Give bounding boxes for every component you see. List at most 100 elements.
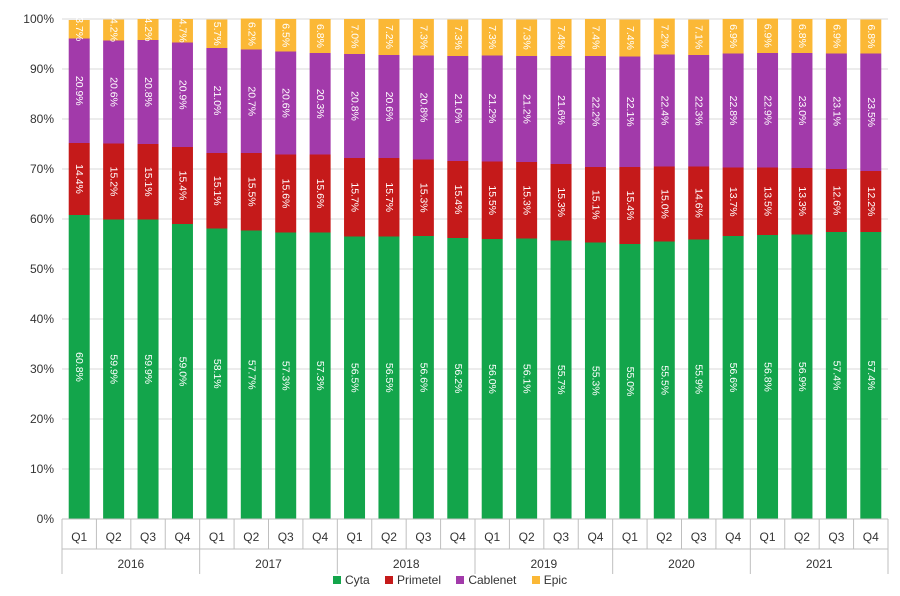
bar-segment-primetel bbox=[584, 167, 606, 243]
bar-segment-epic bbox=[309, 19, 331, 53]
data-label: 20.7% bbox=[245, 86, 257, 116]
data-label: 15.6% bbox=[314, 179, 326, 209]
bar-segment-cablenet bbox=[447, 56, 469, 161]
data-label: 58.1% bbox=[211, 359, 223, 389]
bar-segment-cablenet bbox=[757, 53, 779, 168]
bar-segment-epic bbox=[860, 19, 882, 54]
bar-segment-epic bbox=[344, 19, 366, 54]
bar-segment-primetel bbox=[447, 161, 469, 238]
data-label: 20.6% bbox=[108, 77, 120, 107]
x-tick-label: Q3 bbox=[140, 530, 156, 544]
legend-label-cyta: Cyta bbox=[344, 573, 370, 587]
data-label: 6.9% bbox=[830, 24, 842, 48]
data-label: 15.3% bbox=[521, 185, 533, 215]
x-tick-label: Q3 bbox=[553, 530, 569, 544]
data-label: 56.1% bbox=[521, 364, 533, 394]
bar-segment-epic bbox=[550, 19, 572, 56]
bar-segment-cyta bbox=[584, 242, 606, 519]
x-tick-label: Q1 bbox=[484, 530, 500, 544]
data-label: 55.9% bbox=[693, 364, 705, 394]
bar-segment-primetel bbox=[412, 159, 434, 236]
bar-segment-epic bbox=[516, 19, 538, 56]
y-tick-label: 90% bbox=[30, 62, 54, 76]
bar-segment-cyta bbox=[825, 232, 847, 519]
x-tick-label: Q2 bbox=[794, 530, 810, 544]
bar-segment-cablenet bbox=[378, 55, 400, 158]
bar-segment-primetel bbox=[137, 144, 159, 220]
legend-item-cablenet: Cablenet bbox=[456, 573, 516, 587]
data-label: 15.2% bbox=[108, 167, 120, 197]
x-tick-label: Q4 bbox=[312, 530, 328, 544]
bar-segment-cyta bbox=[516, 238, 538, 519]
bar-segment-epic bbox=[206, 19, 228, 48]
legend-item-cyta: Cyta bbox=[332, 573, 370, 587]
bar-segment-primetel bbox=[688, 166, 710, 240]
bar-segment-cablenet bbox=[516, 56, 538, 162]
bar-segment-primetel bbox=[825, 169, 847, 232]
data-label: 23.1% bbox=[830, 96, 842, 126]
legend-swatch-cablenet bbox=[456, 576, 465, 584]
bar-segment-cyta bbox=[653, 241, 675, 519]
bar-segment-primetel bbox=[309, 154, 331, 233]
bar-segment-primetel bbox=[378, 158, 400, 237]
data-label: 5.7% bbox=[211, 22, 223, 46]
data-label: 59.9% bbox=[142, 354, 154, 384]
bar-segment-cyta bbox=[757, 235, 779, 519]
bar-segment-cyta bbox=[68, 215, 90, 519]
y-tick-label: 60% bbox=[30, 212, 54, 226]
bar-segment-epic bbox=[412, 19, 434, 56]
data-label: 7.4% bbox=[555, 26, 567, 50]
bar-segment-primetel bbox=[757, 167, 779, 235]
x-tick-label: Q1 bbox=[347, 530, 363, 544]
x-group-label: 2016 bbox=[117, 557, 144, 571]
bar-segment-cablenet bbox=[344, 54, 366, 158]
x-group-label: 2017 bbox=[255, 557, 282, 571]
bar-segment-cyta bbox=[206, 228, 228, 519]
bar-segment-cablenet bbox=[550, 56, 572, 164]
data-label: 15.0% bbox=[658, 189, 670, 219]
data-label: 7.4% bbox=[624, 26, 636, 50]
data-label: 4.2% bbox=[142, 18, 154, 42]
x-tick-label: Q2 bbox=[243, 530, 259, 544]
data-label: 7.4% bbox=[589, 26, 601, 50]
bar-segment-cyta bbox=[309, 232, 331, 519]
data-label: 6.8% bbox=[314, 24, 326, 48]
y-tick-label: 40% bbox=[30, 312, 54, 326]
data-label: 4.2% bbox=[108, 18, 120, 42]
data-label: 22.2% bbox=[589, 97, 601, 127]
bar-segment-cyta bbox=[137, 219, 159, 519]
bar-segment-epic bbox=[825, 19, 847, 54]
bar-segment-cyta bbox=[344, 236, 366, 519]
data-label: 56.9% bbox=[796, 362, 808, 392]
data-label: 59.0% bbox=[176, 357, 188, 387]
bar-segment-cyta bbox=[688, 239, 710, 519]
x-tick-label: Q3 bbox=[278, 530, 294, 544]
data-label: 6.8% bbox=[796, 24, 808, 48]
x-tick-label: Q3 bbox=[415, 530, 431, 544]
bar-segment-cablenet bbox=[825, 53, 847, 169]
bar-segment-primetel bbox=[240, 153, 262, 231]
y-tick-label: 80% bbox=[30, 112, 54, 126]
bar-segment-cablenet bbox=[68, 38, 90, 143]
x-tick-label: Q2 bbox=[106, 530, 122, 544]
bar-segment-cablenet bbox=[275, 51, 297, 155]
x-tick-label: Q4 bbox=[587, 530, 603, 544]
bar-segment-primetel bbox=[171, 147, 193, 224]
data-label: 15.7% bbox=[383, 182, 395, 212]
bar-segment-epic bbox=[240, 18, 262, 50]
bar-segment-cablenet bbox=[584, 56, 606, 167]
data-label: 59.9% bbox=[108, 354, 120, 384]
bar-segment-epic bbox=[447, 19, 469, 56]
bar-segment-cyta bbox=[481, 239, 503, 519]
data-label: 21.6% bbox=[555, 95, 567, 125]
bar-segment-primetel bbox=[653, 166, 675, 242]
data-label: 6.9% bbox=[762, 24, 774, 48]
x-group-label: 2021 bbox=[806, 557, 833, 571]
data-label: 13.3% bbox=[796, 186, 808, 216]
data-label: 21.2% bbox=[486, 94, 498, 124]
data-label: 55.0% bbox=[624, 367, 636, 397]
bar-segment-cyta bbox=[722, 236, 744, 519]
legend-label-cablenet: Cablenet bbox=[468, 573, 517, 587]
data-label: 7.3% bbox=[521, 26, 533, 50]
bar-segment-cablenet bbox=[171, 42, 193, 147]
